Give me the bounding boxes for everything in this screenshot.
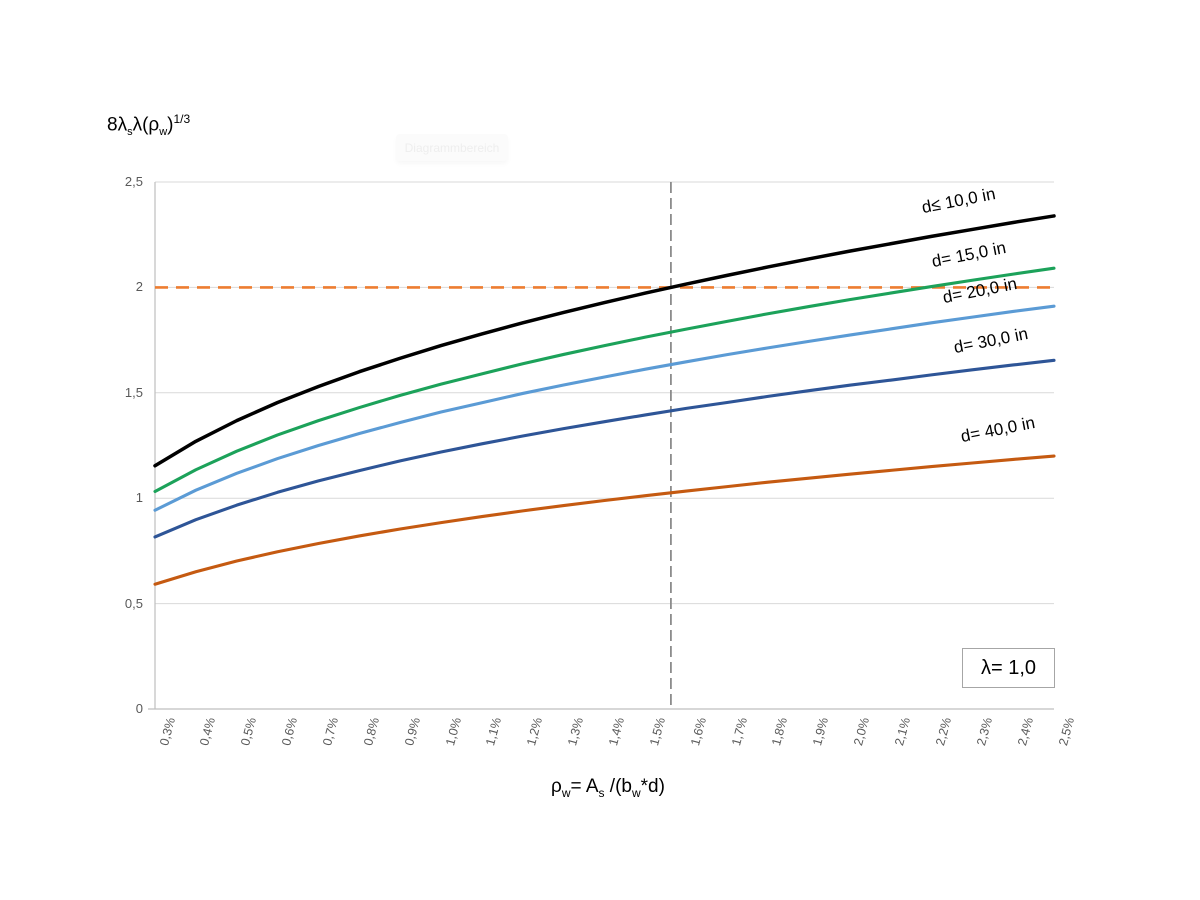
series-curve-0: [153, 214, 1056, 468]
lambda-annotation-label: λ= 1,0: [980, 656, 1037, 679]
x-axis-title: ρw= As /(bw*d): [551, 776, 665, 800]
chart-area-tooltip-ghost: Diagrammbereich: [396, 134, 508, 161]
y-axis-title: 8λsλ(ρw)1/3: [107, 112, 191, 139]
series-curve-3: [153, 358, 1056, 539]
y-tick-label: 1: [135, 490, 143, 506]
chart-area-tooltip-label: Diagrammbereich: [404, 140, 500, 155]
y-tick-label: 1,5: [124, 384, 143, 400]
series-curve-4: [153, 454, 1056, 586]
y-tick-label: 0: [135, 701, 143, 716]
y-axis-title-text: 8λ: [107, 114, 128, 136]
series-curve-1: [153, 266, 1056, 494]
y-tick-label: 0,5: [124, 595, 143, 611]
y-tick-label: 2: [135, 279, 143, 295]
series-curve-2: [153, 304, 1056, 512]
y-tick-label: 2,5: [124, 174, 143, 189]
lambda-annotation-box: λ= 1,0: [962, 648, 1055, 688]
